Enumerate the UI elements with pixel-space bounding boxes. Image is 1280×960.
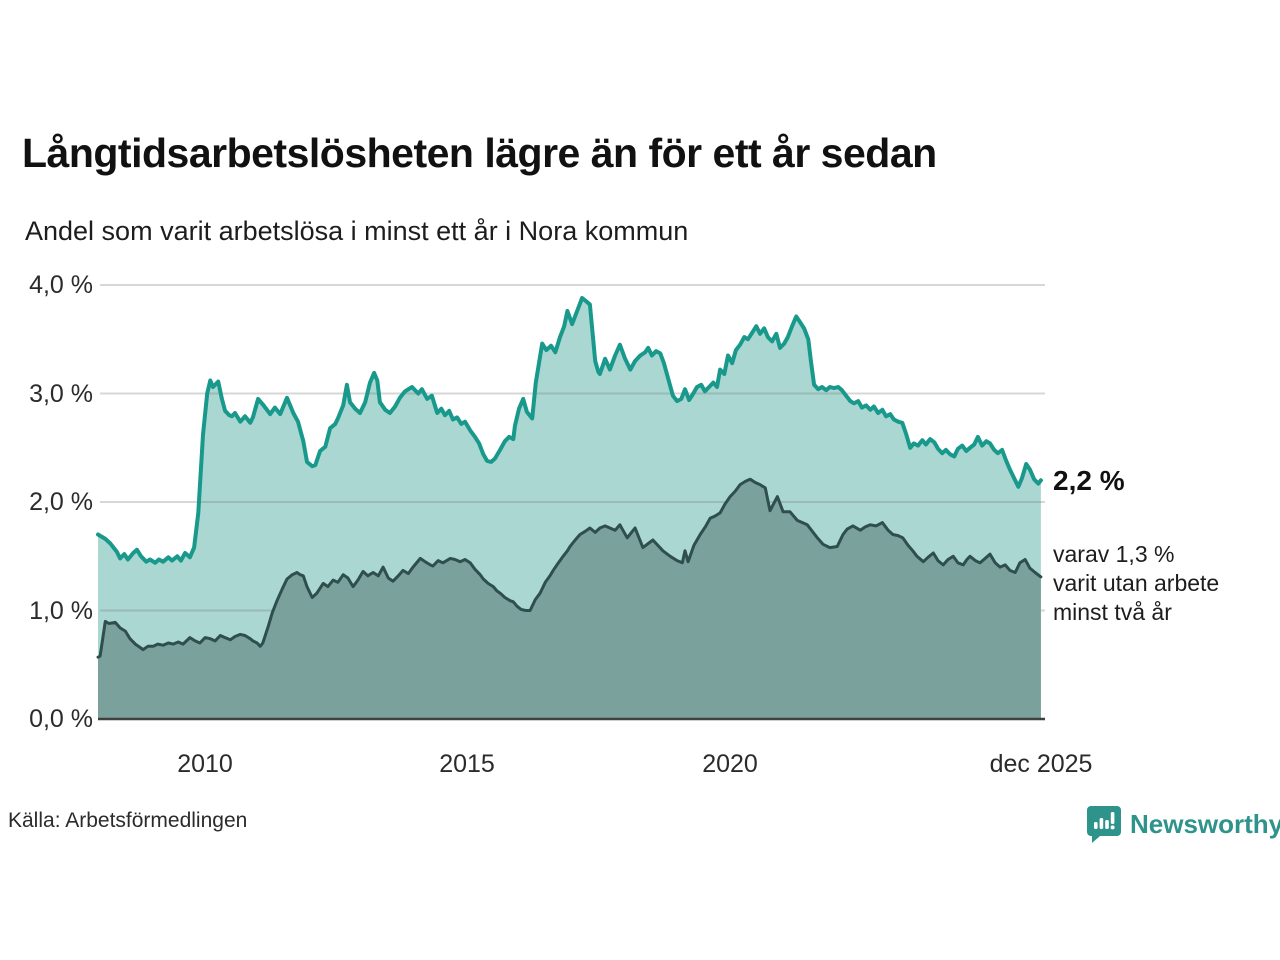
x-tick-label: dec 2025 [989,750,1093,778]
latest-value-label: 2,2 % [1053,465,1125,496]
total-line [96,296,1043,565]
x-tick-label: 2020 [702,750,758,778]
secondary-value-line: varav 1,3 % [1053,541,1175,567]
brand-name: Newsworthy [1130,808,1280,839]
y-tick-label: 3,0 % [29,380,93,408]
secondary-value-line: minst två år [1053,599,1172,625]
secondary-value-line: varit utan arbete [1053,570,1220,596]
source-attribution: Källa: Arbetsförmedlingen [8,809,248,832]
newsworthy-logo-icon [1086,804,1122,844]
x-tick-label: 2015 [439,750,495,778]
secondary-line [96,477,1043,659]
page-title: Långtidsarbetslösheten lägre än för ett … [22,130,937,176]
brand-logo: Newsworthy [1086,804,1280,844]
secondary-area-fill [98,479,1041,719]
y-tick-label: 4,0 % [29,271,93,299]
page-subtitle: Andel som varit arbetslösa i minst ett å… [25,216,689,246]
y-tick-label: 2,0 % [29,488,93,516]
x-tick-label: 2010 [177,750,233,778]
y-tick-label: 1,0 % [29,597,93,625]
secondary-value-label: varav 1,3 % varit utan arbete minst två … [1053,540,1219,627]
y-tick-label: 0,0 % [29,705,93,733]
